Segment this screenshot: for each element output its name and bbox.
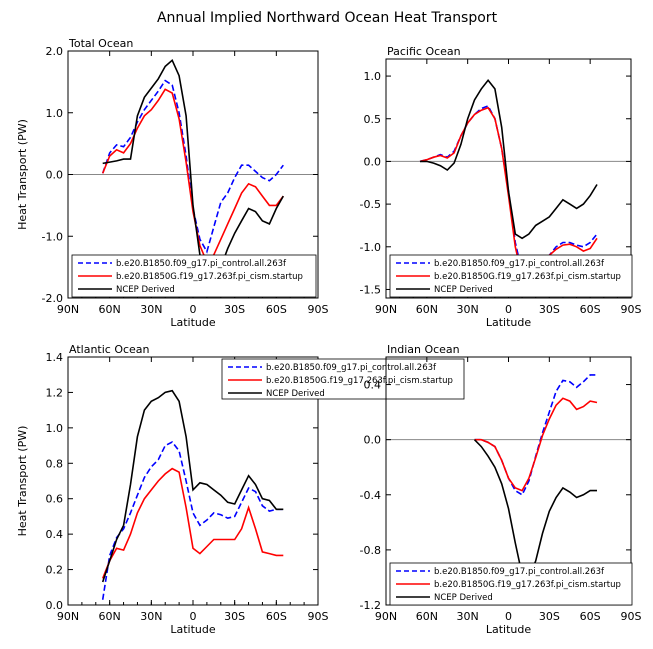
y-tick-label: -1.5 bbox=[360, 283, 381, 296]
legend-label-1: b.e20.B1850G.f19_g17.263f.pi_cism.startu… bbox=[434, 272, 621, 282]
y-axis-label: Heat Transport (PW) bbox=[16, 119, 29, 230]
x-axis-label: Latitude bbox=[486, 623, 532, 636]
legend-box bbox=[71, 254, 317, 298]
y-tick-label: -0.5 bbox=[360, 198, 381, 211]
series-line-2 bbox=[102, 58, 284, 278]
y-axis-label: Heat Transport (PW) bbox=[16, 426, 29, 537]
chart-panel-2: 90N 60N 30N 0 30S 60S 90S 0.0 0.2 0.4 0.6 0.8 1.0 1.2… bbox=[16, 343, 465, 636]
y-tick-label: 0.5 bbox=[364, 113, 382, 126]
x-tick-label: 90S bbox=[621, 303, 642, 316]
series-line-1 bbox=[101, 467, 284, 579]
y-tick-label: 0.0 bbox=[364, 434, 382, 447]
x-tick-label: 30N bbox=[457, 610, 479, 623]
x-tick-label: 30S bbox=[224, 303, 245, 316]
x-tick-label: 90S bbox=[308, 610, 329, 623]
y-tick-label: 0.6 bbox=[46, 493, 64, 506]
legend-label-1: b.e20.B1850G.f19_g17.263f.pi_cism.startu… bbox=[434, 580, 621, 590]
y-tick-label: 1.2 bbox=[46, 386, 64, 399]
y-tick-label: 0.4 bbox=[46, 528, 64, 541]
legend-label-2: NCEP Derived bbox=[116, 285, 175, 295]
x-tick-label: 30N bbox=[140, 610, 162, 623]
legend-box bbox=[221, 358, 465, 400]
x-tick-label: 60N bbox=[416, 303, 438, 316]
y-tick-label: 2.0 bbox=[46, 45, 64, 58]
x-tick-label: 60S bbox=[580, 303, 601, 316]
legend-label-0: b.e20.B1850.f09_g17.pi_control.all.263f bbox=[266, 363, 437, 373]
y-tick-label: -1.0 bbox=[42, 230, 63, 243]
chart-panel-0: 90N 60N 30N 0 30S 60S 90S -2.0 -1.0 0.0 1.0 2.0 Tota… bbox=[16, 37, 329, 329]
x-tick-label: 30N bbox=[457, 303, 479, 316]
series-line-2 bbox=[420, 79, 598, 240]
legend-label-1: b.e20.B1850G.f19_g17.263f.pi_cism.startu… bbox=[116, 272, 303, 282]
series-line-0 bbox=[101, 79, 284, 254]
legend-label-0: b.e20.B1850.f09_g17.pi_control.all.263f bbox=[434, 259, 605, 269]
legend-label-2: NCEP Derived bbox=[266, 389, 325, 399]
x-tick-label: 30S bbox=[539, 303, 560, 316]
series-line-1 bbox=[474, 397, 598, 492]
x-tick-label: 60N bbox=[416, 610, 438, 623]
y-tick-label: -0.4 bbox=[360, 489, 381, 502]
legend-label-2: NCEP Derived bbox=[434, 593, 493, 603]
x-tick-label: 30S bbox=[224, 610, 245, 623]
y-tick-label: -1.0 bbox=[360, 241, 381, 254]
x-tick-label: 90N bbox=[57, 610, 79, 623]
y-tick-label: -0.8 bbox=[360, 544, 381, 557]
x-tick-label: 90N bbox=[375, 303, 397, 316]
y-tick-label: 0.0 bbox=[46, 599, 64, 612]
legend-label-1: b.e20.B1850G.f19_g17.263f.pi_cism.startu… bbox=[266, 376, 453, 386]
series-line-2 bbox=[101, 389, 284, 583]
x-tick-label: 0 bbox=[505, 610, 512, 623]
x-axis-label: Latitude bbox=[170, 316, 216, 329]
y-tick-label: 1.0 bbox=[364, 70, 382, 83]
x-tick-label: 0 bbox=[190, 610, 197, 623]
x-tick-label: 0 bbox=[505, 303, 512, 316]
x-axis-label: Latitude bbox=[486, 316, 532, 329]
x-tick-label: 30N bbox=[140, 303, 162, 316]
figure-title: Annual Implied Northward Ocean Heat Tran… bbox=[157, 10, 498, 26]
y-tick-label: 0.4 bbox=[364, 379, 382, 392]
y-tick-label: 0.0 bbox=[46, 169, 64, 182]
legend-label-2: NCEP Derived bbox=[434, 285, 493, 295]
x-tick-label: 90N bbox=[375, 610, 397, 623]
panel-title: Pacific Ocean bbox=[387, 45, 461, 58]
y-tick-label: 1.0 bbox=[46, 107, 64, 120]
series-line-0 bbox=[474, 374, 597, 496]
x-tick-label: 0 bbox=[190, 303, 197, 316]
y-tick-label: 1.4 bbox=[46, 351, 64, 364]
x-tick-label: 60N bbox=[99, 303, 121, 316]
y-tick-label: 0.2 bbox=[46, 564, 64, 577]
x-tick-label: 60S bbox=[266, 303, 287, 316]
chart-panel-3: 90N 60N 30N 0 30S 60S 90S -1.2 -0.8 -0.4 0.0 0.4 Ind… bbox=[360, 343, 642, 636]
legend: b.e20.B1850.f09_g17.pi_control.all.263fb… bbox=[221, 358, 465, 400]
x-tick-label: 90S bbox=[308, 303, 329, 316]
legend-box bbox=[389, 254, 633, 298]
x-tick-label: 60N bbox=[99, 610, 121, 623]
panel-title: Indian Ocean bbox=[387, 343, 460, 356]
y-tick-label: -2.0 bbox=[42, 292, 63, 305]
legend: b.e20.B1850.f09_g17.pi_control.all.263fb… bbox=[389, 254, 633, 298]
x-tick-label: 60S bbox=[266, 610, 287, 623]
chart-panel-1: 90N 60N 30N 0 30S 60S 90S -1.5 -1.0 -0.5 0.0 0.5 1.0… bbox=[360, 45, 642, 329]
y-tick-label: -1.2 bbox=[360, 599, 381, 612]
legend-label-0: b.e20.B1850.f09_g17.pi_control.all.263f bbox=[116, 259, 287, 269]
x-axis-label: Latitude bbox=[170, 623, 216, 636]
y-tick-label: 0.8 bbox=[46, 457, 64, 470]
series-line-0 bbox=[101, 440, 284, 600]
legend: b.e20.B1850.f09_g17.pi_control.all.263fb… bbox=[71, 254, 317, 298]
x-tick-label: 60S bbox=[580, 610, 601, 623]
x-tick-label: 90N bbox=[57, 303, 79, 316]
legend-label-0: b.e20.B1850.f09_g17.pi_control.all.263f bbox=[434, 567, 605, 577]
y-tick-label: 1.0 bbox=[46, 422, 64, 435]
x-tick-label: 30S bbox=[539, 610, 560, 623]
panel-title: Atlantic Ocean bbox=[69, 343, 150, 356]
legend: b.e20.B1850.f09_g17.pi_control.all.263fb… bbox=[389, 562, 633, 606]
y-tick-label: 0.0 bbox=[364, 155, 382, 168]
legend-box bbox=[389, 562, 633, 606]
series-line-2 bbox=[473, 439, 597, 579]
x-tick-label: 90S bbox=[621, 610, 642, 623]
panel-title: Total Ocean bbox=[68, 37, 133, 50]
series-line-1 bbox=[101, 88, 284, 264]
